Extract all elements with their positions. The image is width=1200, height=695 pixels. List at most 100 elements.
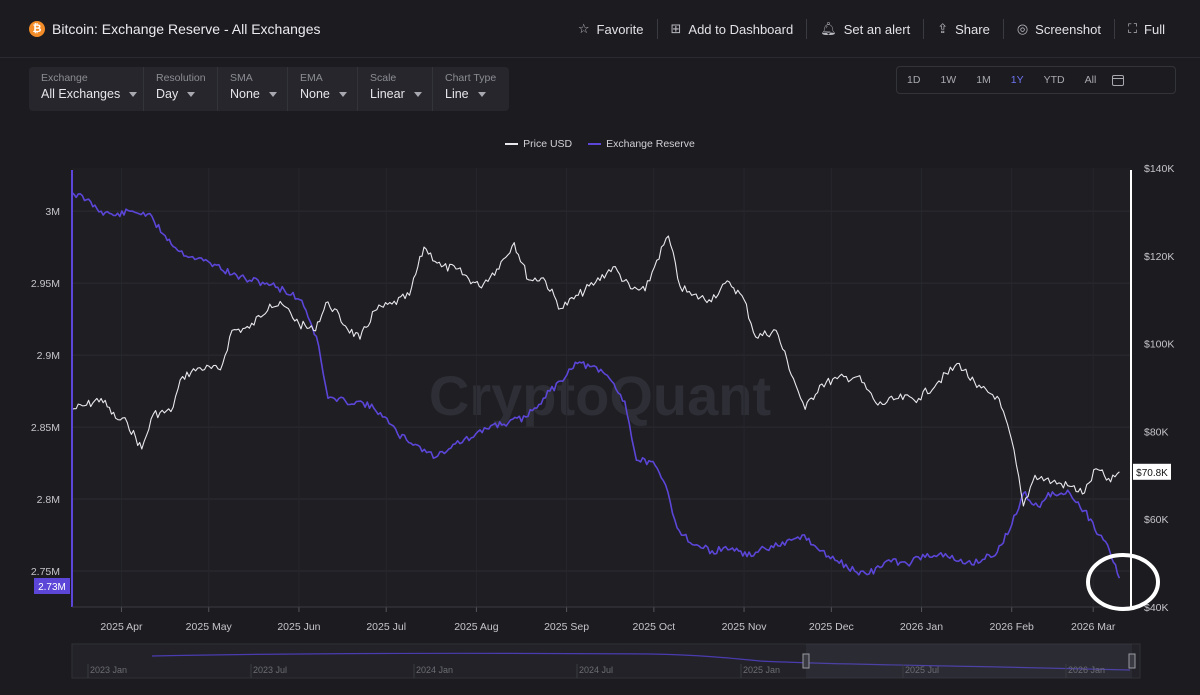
chevron-down-icon [477, 91, 486, 97]
navigator-tick-label: 2025 Jan [743, 665, 780, 675]
brand: ₿ Bitcoin: Exchange Reserve - All Exchan… [29, 20, 321, 37]
filter-ema-dropdown[interactable]: EMA None [288, 67, 358, 111]
share-label: Share [955, 21, 990, 37]
filter-sma-label: SMA [230, 72, 253, 84]
navigator-handle-right[interactable] [1128, 653, 1136, 669]
y-left-tick-label: 2.85M [31, 422, 60, 434]
series-line-exchange-reserve[interactable] [71, 191, 1121, 579]
fullscreen-icon: ⛶ [1127, 21, 1138, 36]
filter-resolution-label: Resolution [156, 72, 206, 84]
range-1w-button[interactable]: 1W [940, 74, 957, 86]
x-tick-label: 2026 Feb [990, 621, 1035, 633]
add-to-dashboard-label: Add to Dashboard [688, 21, 794, 37]
screenshot-icon: ◎ [1016, 21, 1029, 36]
set-alert-button[interactable]: 🔔︎ Set an alert [806, 19, 923, 39]
legend-item-price[interactable]: Price USD [505, 138, 572, 150]
filter-sma-dropdown[interactable]: SMA None [218, 67, 288, 111]
reserve-last-value-label: 2.73M [38, 582, 66, 593]
x-tick-label: 2025 Jul [366, 621, 406, 633]
filter-scale-label: Scale [370, 72, 397, 84]
filter-resolution-value: Day [156, 87, 179, 101]
navigator-series-line [151, 652, 1131, 671]
legend-swatch-reserve [588, 143, 602, 145]
fullscreen-label: Full [1144, 21, 1165, 37]
legend-label-reserve: Exchange Reserve [606, 138, 695, 150]
filter-exchange-dropdown[interactable]: Exchange All Exchanges [29, 67, 144, 111]
range-1d-button[interactable]: 1D [907, 74, 921, 86]
bitcoin-icon: ₿ [29, 20, 45, 37]
reserve-last-value-badge [34, 578, 70, 594]
filter-chart-type-label: Chart Type [445, 72, 497, 84]
filter-ema-value: None [300, 87, 330, 101]
filter-bar: Exchange All Exchanges Resolution Day SMA Non… [29, 67, 509, 111]
x-tick-label: 2026 Mar [1071, 621, 1116, 633]
x-tick-label: 2025 Aug [454, 621, 499, 633]
chevron-down-icon [338, 91, 347, 97]
watermark-logo: CryptoQuant [429, 364, 771, 427]
y-right-tick-label: $120K [1144, 251, 1174, 263]
filter-chart-type-dropdown[interactable]: Chart Type Line [433, 67, 509, 111]
range-1y-button[interactable]: 1Y [1010, 74, 1024, 86]
filter-ema-label: EMA [300, 72, 323, 84]
y-right-tick-label: $40K [1144, 602, 1169, 614]
navigator-tick-label: 2023 Jul [253, 665, 287, 675]
range-1m-button[interactable]: 1M [976, 74, 991, 86]
series-line-price-usd[interactable] [71, 235, 1120, 507]
top-bar: ₿ Bitcoin: Exchange Reserve - All Exchan… [0, 0, 1200, 58]
x-tick-label: 2025 Dec [809, 621, 854, 633]
y-right-tick-label: $140K [1144, 163, 1174, 175]
filter-exchange-label: Exchange [41, 72, 88, 84]
plot-area [72, 168, 1131, 607]
time-range-selector: 1D 1W 1M 1Y YTD All [896, 66, 1176, 94]
page-title: Bitcoin: Exchange Reserve - All Exchange… [52, 20, 321, 37]
calendar-icon[interactable] [1112, 74, 1125, 86]
filter-chart-type-value: Line [445, 87, 469, 101]
navigator-selection[interactable] [806, 644, 1132, 678]
legend-item-reserve[interactable]: Exchange Reserve [588, 138, 695, 150]
favorite-label: Favorite [596, 21, 644, 37]
range-ytd-button[interactable]: YTD [1043, 74, 1065, 86]
header-actions: ☆ Favorite ⊞ Add to Dashboard 🔔︎ Set an alert… [565, 0, 1178, 58]
y-left-tick-label: 2.75M [31, 566, 60, 578]
range-all-button[interactable]: All [1084, 74, 1097, 86]
filter-resolution-dropdown[interactable]: Resolution Day [144, 67, 218, 111]
y-left-tick-label: 2.9M [37, 350, 60, 362]
chevron-down-icon [413, 91, 422, 97]
filter-scale-dropdown[interactable]: Scale Linear [358, 67, 433, 111]
chevron-down-icon [268, 91, 277, 97]
annotation-circle [1086, 553, 1160, 611]
favorite-icon: ☆ [577, 21, 590, 36]
share-button[interactable]: ⇪ Share [923, 19, 1003, 39]
filter-sma-value: None [230, 87, 260, 101]
chart-legend: Price USD Exchange Reserve [0, 138, 1200, 150]
navigator-tick-label: 2026 Jan [1068, 665, 1105, 675]
screenshot-label: Screenshot [1035, 21, 1101, 37]
fullscreen-button[interactable]: ⛶ Full [1113, 19, 1178, 39]
add-to-dashboard-icon: ⊞ [670, 21, 682, 36]
y-right-tick-label: $60K [1144, 514, 1169, 526]
screenshot-button[interactable]: ◎ Screenshot [1002, 19, 1114, 39]
set-alert-icon: 🔔︎ [820, 21, 837, 36]
price-last-value-label: $70.8K [1136, 468, 1168, 479]
range-navigator[interactable] [71, 643, 1141, 679]
navigator-tick-label: 2024 Jan [416, 665, 453, 675]
y-right-tick-label: $80K [1144, 426, 1169, 438]
chevron-down-icon [187, 91, 196, 97]
x-tick-label: 2025 Apr [100, 621, 143, 633]
x-tick-label: 2026 Jan [900, 621, 943, 633]
favorite-button[interactable]: ☆ Favorite [565, 19, 657, 39]
set-alert-label: Set an alert [843, 21, 911, 37]
x-tick-label: 2025 Jun [277, 621, 320, 633]
share-icon: ⇪ [937, 21, 949, 36]
x-tick-label: 2025 May [186, 621, 233, 633]
filter-exchange-value: All Exchanges [41, 87, 121, 101]
chevron-down-icon [129, 91, 138, 97]
y-right-tick-label: $100K [1144, 339, 1174, 351]
price-last-value-badge [1133, 463, 1171, 480]
navigator-handle-left[interactable] [802, 653, 810, 669]
add-to-dashboard-button[interactable]: ⊞ Add to Dashboard [656, 19, 807, 39]
y-left-tick-label: 2.95M [31, 278, 60, 290]
y-left-tick-label: 3M [45, 206, 60, 218]
navigator-tick-label: 2023 Jan [90, 665, 127, 675]
